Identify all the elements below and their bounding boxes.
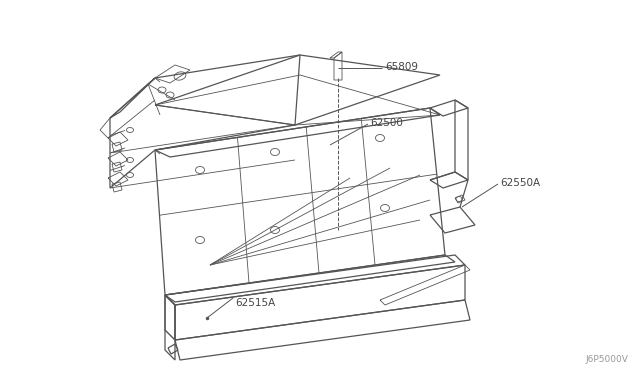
Text: 62515A: 62515A — [235, 298, 275, 308]
Text: 62500: 62500 — [370, 118, 403, 128]
Text: J6P5000V: J6P5000V — [585, 355, 628, 364]
Text: 62550A: 62550A — [500, 178, 540, 188]
Text: 65809: 65809 — [385, 62, 418, 72]
